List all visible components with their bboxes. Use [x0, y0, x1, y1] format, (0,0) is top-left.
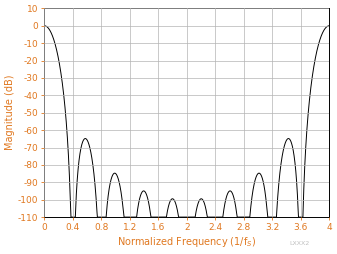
- Y-axis label: Magnitude (dB): Magnitude (dB): [5, 75, 15, 150]
- Text: LXXX2: LXXX2: [290, 241, 310, 246]
- X-axis label: Normalized Frequency (1/f$_S$): Normalized Frequency (1/f$_S$): [117, 235, 256, 249]
